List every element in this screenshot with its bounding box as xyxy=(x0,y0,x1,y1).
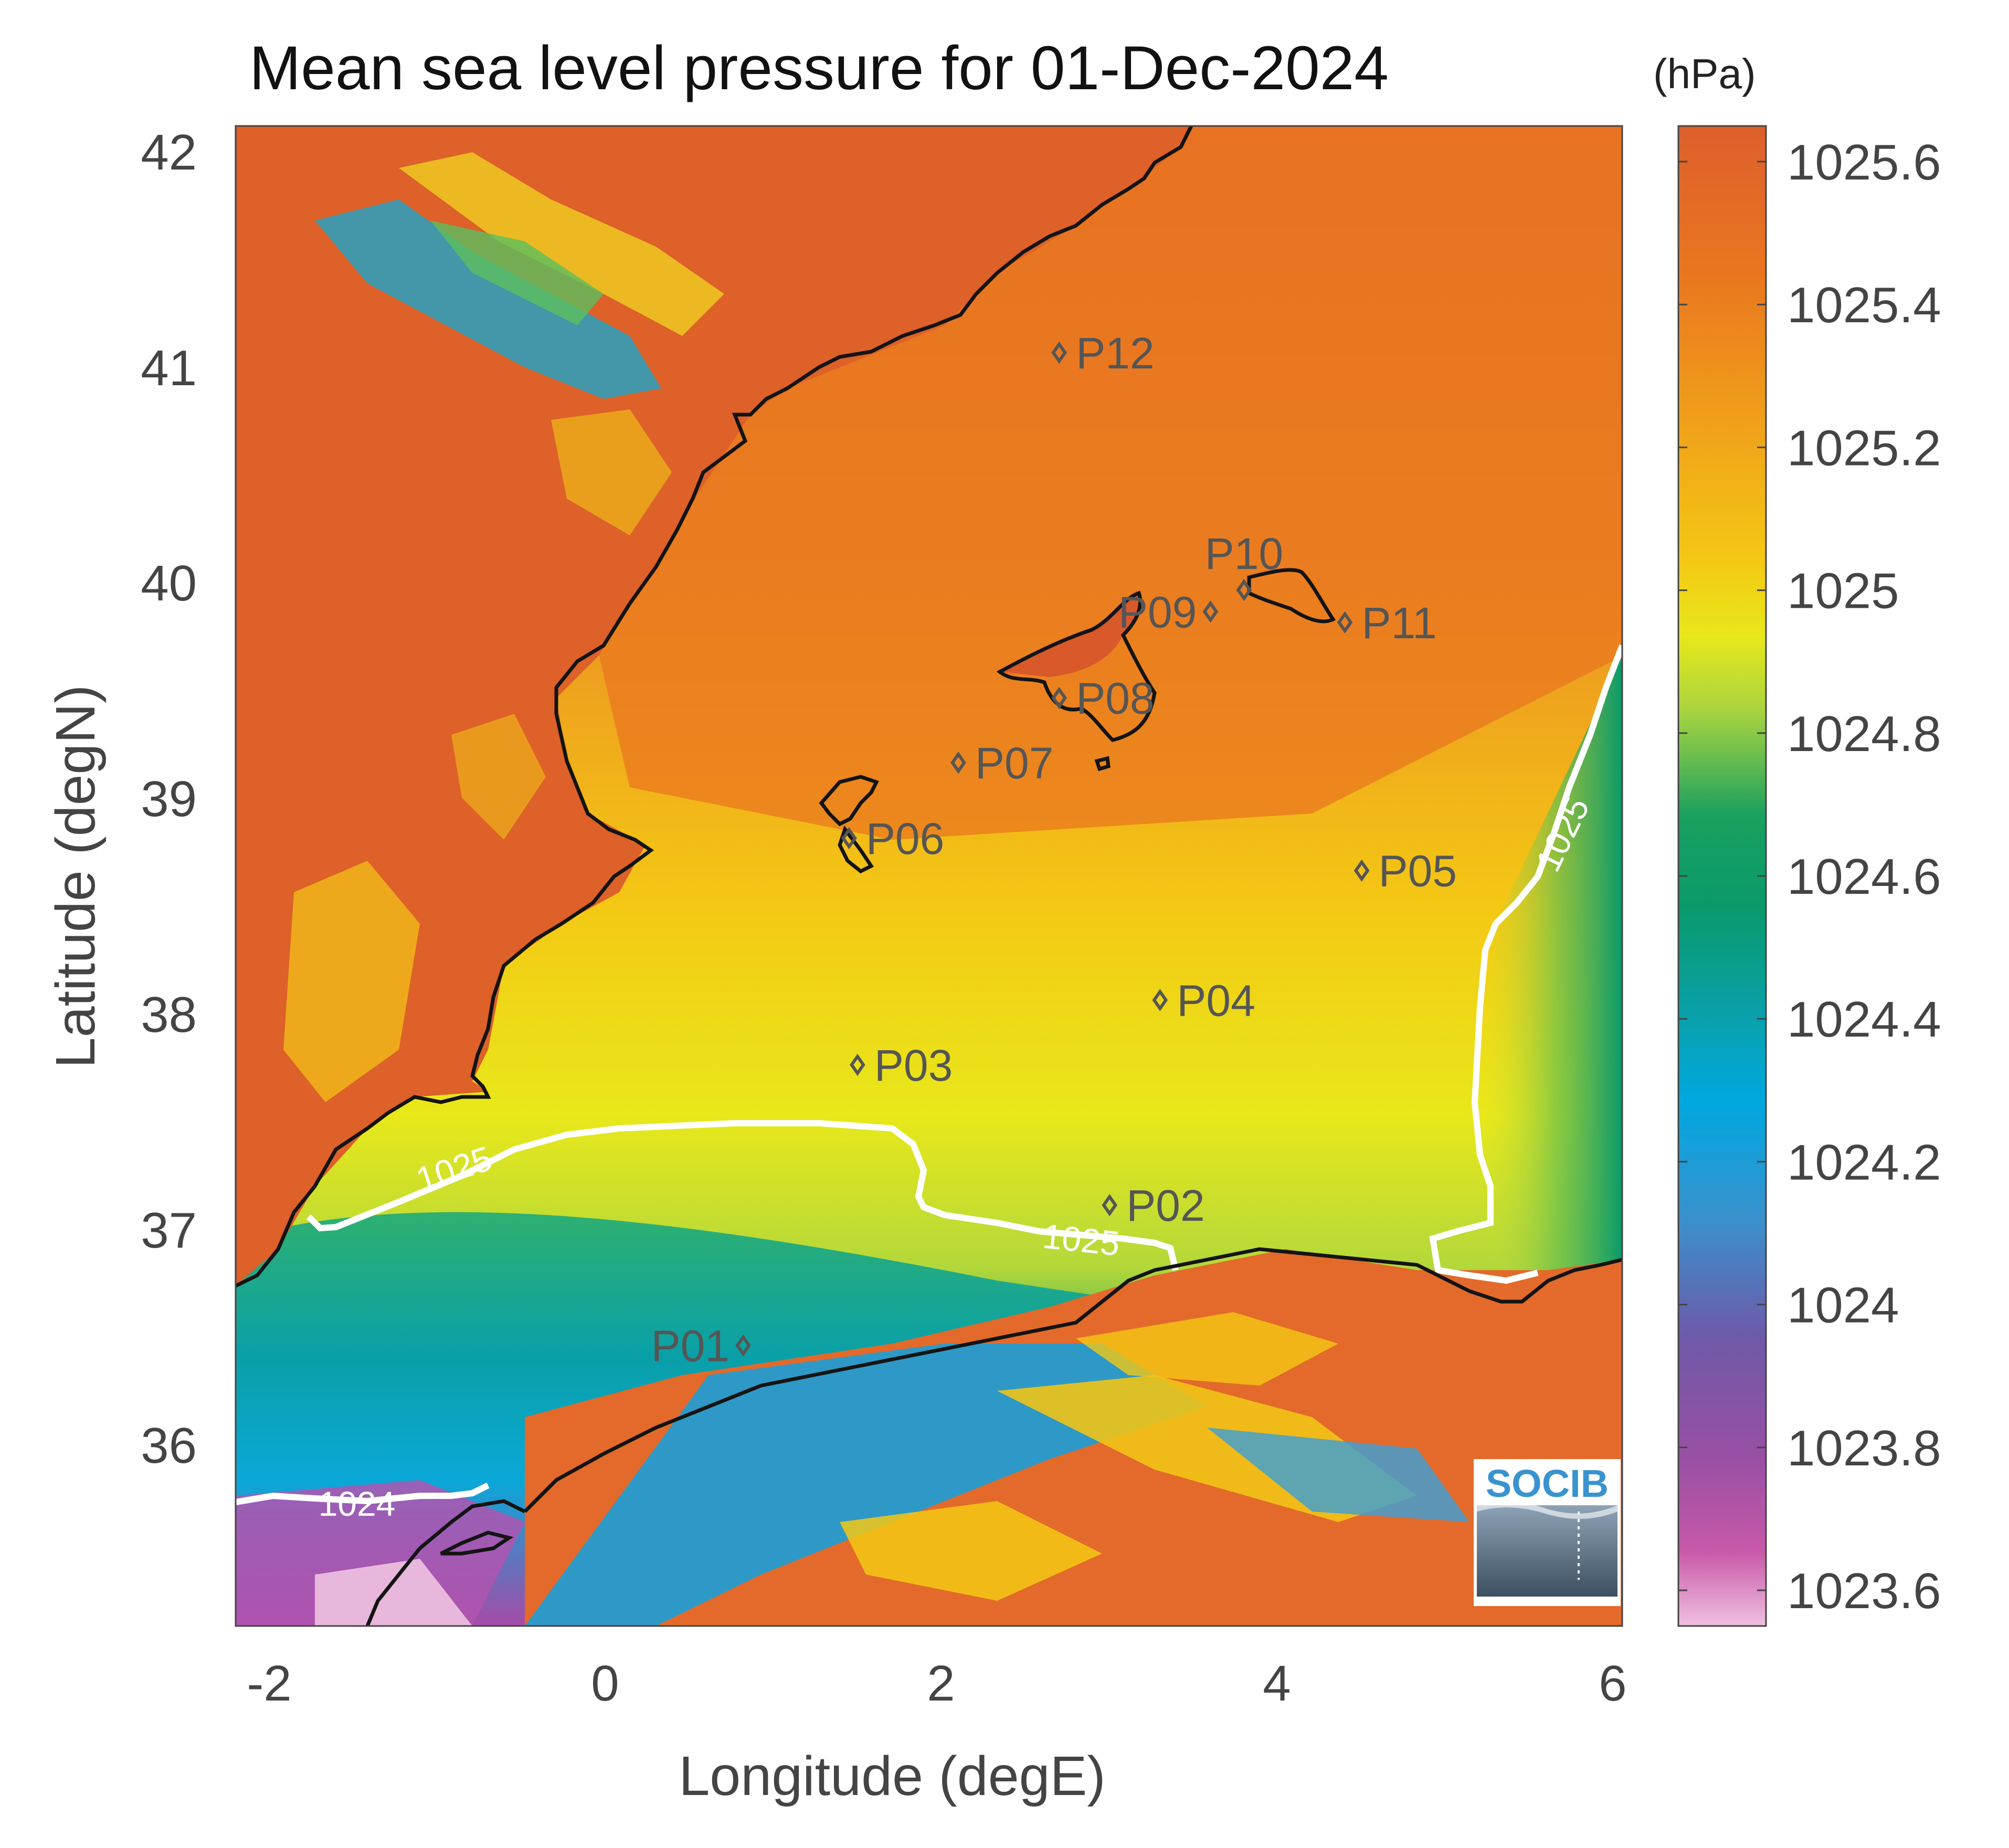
x-tick-label: 6 xyxy=(1599,1655,1626,1712)
y-axis: 36 37 38 39 40 41 42 Latitude (degN) xyxy=(45,124,197,1474)
station-marker-p01 xyxy=(735,1334,751,1357)
station-label-p05: P05 xyxy=(1379,847,1457,896)
chart-title: Mean sea level pressure for 01-Dec-2024 xyxy=(249,34,1389,103)
colorbar-tick-label: 1025.2 xyxy=(1787,420,1941,476)
colorbar-tick-label: 1025.4 xyxy=(1787,277,1941,333)
y-tick-label: 37 xyxy=(141,1202,197,1259)
station-marker-p03 xyxy=(850,1053,865,1076)
station-label-p09: P09 xyxy=(1118,587,1197,637)
x-tick-label: 2 xyxy=(927,1655,955,1712)
colorbar-units-label: (hPa) xyxy=(1653,50,1756,97)
station-label-p07: P07 xyxy=(975,738,1053,788)
station-marker-p11 xyxy=(1337,611,1353,634)
x-axis: -2 0 2 4 6 Longitude (degE) xyxy=(247,1655,1626,1807)
station-label-p08: P08 xyxy=(1076,674,1154,723)
station-marker-p08 xyxy=(1051,687,1067,709)
x-tick-label: 4 xyxy=(1263,1655,1291,1712)
station-label-p06: P06 xyxy=(866,814,944,863)
x-tick-label: -2 xyxy=(247,1655,291,1712)
pressure-field xyxy=(236,126,1622,1626)
x-axis-title: Longitude (degE) xyxy=(679,1745,1105,1807)
coastline xyxy=(236,126,1622,1626)
colorbar-tick-label: 1025 xyxy=(1787,563,1899,619)
y-tick-label: 41 xyxy=(141,340,197,396)
station-label-p03: P03 xyxy=(874,1041,953,1090)
contour-label-1024: 1024 xyxy=(319,1484,396,1523)
colorbar-tick-label: 1024.4 xyxy=(1787,991,1941,1048)
station-marker-p06 xyxy=(841,827,857,850)
y-tick-label: 40 xyxy=(141,555,197,611)
colorbar-tick-label: 1025.6 xyxy=(1787,134,1941,191)
colorbar-tick-label: 1023.6 xyxy=(1787,1563,1941,1619)
station-marker-p04 xyxy=(1152,989,1168,1011)
station-marker-p07 xyxy=(950,751,966,774)
contour-label-1025-south: 1025 xyxy=(1041,1217,1122,1263)
station-marker-p10 xyxy=(1236,578,1252,601)
station-label-p04: P04 xyxy=(1177,976,1255,1025)
station-label-p01: P01 xyxy=(651,1321,729,1370)
y-tick-label: 39 xyxy=(141,771,197,827)
station-label-p10: P10 xyxy=(1205,529,1283,578)
logo-text: SOCIB xyxy=(1486,1462,1609,1505)
station-marker-p12 xyxy=(1051,341,1067,364)
y-axis-title: Latitude (degN) xyxy=(45,685,107,1069)
station-label-p02: P02 xyxy=(1126,1181,1204,1230)
x-tick-label: 0 xyxy=(591,1655,619,1712)
colorbar-tick-label: 1023.8 xyxy=(1787,1420,1941,1476)
station-label-p12: P12 xyxy=(1076,329,1154,378)
station-marker-p05 xyxy=(1354,859,1370,882)
station-marker-p02 xyxy=(1102,1194,1118,1217)
y-tick-label: 38 xyxy=(141,987,197,1043)
socib-logo: SOCIB xyxy=(1474,1459,1621,1606)
colorbar-gradient xyxy=(1677,125,1767,1627)
contour-lines xyxy=(236,644,1622,1505)
colorbar-tick-label: 1024.2 xyxy=(1787,1134,1941,1190)
colorbar-tick-label: 1024 xyxy=(1787,1277,1899,1334)
colorbar-tick-label: 1024.6 xyxy=(1787,849,1941,905)
y-tick-label: 42 xyxy=(141,124,197,181)
colorbar-ticks: 1023.6 1023.8 1024 1024.2 1024.4 1024.6 1024.8… xyxy=(1678,134,1941,1619)
station-label-p11: P11 xyxy=(1362,598,1437,648)
plot-frame xyxy=(235,125,1623,1627)
station-marker-p09 xyxy=(1202,600,1219,623)
colorbar-tick-label: 1024.8 xyxy=(1787,706,1941,762)
y-tick-label: 36 xyxy=(141,1418,197,1474)
